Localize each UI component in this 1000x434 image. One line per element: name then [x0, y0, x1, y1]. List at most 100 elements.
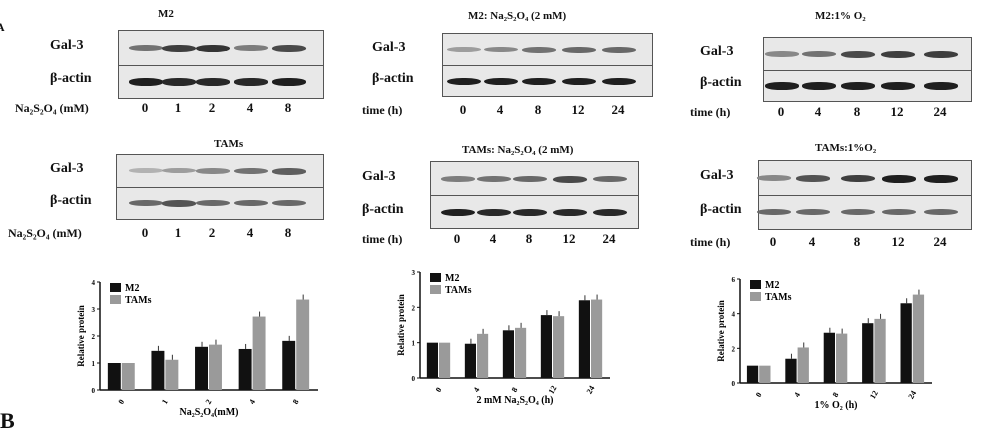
actin-band — [441, 208, 475, 217]
y-tick-label: 2 — [92, 333, 96, 341]
gal3-label: Gal-3 — [700, 168, 734, 183]
lane-axis-label: time (h) — [690, 105, 731, 119]
actin-band — [484, 77, 518, 86]
western-blot — [763, 37, 972, 102]
bar-m2 — [862, 323, 874, 383]
x-tick-label: 0 — [434, 386, 444, 394]
bar-tams — [759, 365, 771, 383]
bar-m2 — [426, 342, 438, 378]
panel-letter-a: A — [0, 20, 5, 34]
actin-band — [765, 82, 799, 91]
gal3-band — [447, 46, 481, 52]
lane-number: 0 — [453, 231, 461, 246]
y-tick-label: 0 — [412, 375, 416, 383]
lane-number: 8 — [534, 102, 542, 117]
lane-number: 8 — [284, 100, 292, 115]
blot-title: M2: Na₂S₂O₄ (2 mM) — [468, 10, 567, 22]
y-axis-label: Relative protein — [76, 305, 86, 367]
lane-number: 0 — [141, 225, 149, 240]
actin-band — [522, 77, 556, 86]
y-tick-label: 4 — [732, 311, 736, 319]
lane-axis-label: Na₂S₂O₄ (mM) — [8, 226, 82, 240]
gal3-band — [162, 168, 196, 174]
bar-m2 — [900, 303, 912, 383]
x-tick-label: 24 — [906, 389, 918, 400]
legend-swatch — [750, 280, 761, 289]
actin-band — [882, 209, 916, 216]
x-tick-label: 0 — [754, 391, 764, 399]
blot-title: TAMs:1%O₂ — [815, 142, 877, 154]
lane-number: 4 — [246, 100, 254, 115]
actin-band — [924, 82, 958, 91]
actin-band — [196, 200, 230, 207]
actin-band — [272, 78, 306, 87]
actin-band — [593, 208, 627, 217]
lane-number: 0 — [777, 104, 785, 119]
gal3-band — [802, 50, 836, 57]
bar-tams — [515, 327, 527, 378]
bar-m2 — [282, 340, 296, 390]
bar-tams — [296, 299, 310, 390]
gal3-band — [757, 175, 791, 181]
gal3-band — [162, 44, 196, 52]
bar-tams — [553, 316, 565, 378]
x-axis-label: Na₂S₂O₄(mM) — [180, 407, 239, 418]
actin-band — [602, 77, 636, 86]
x-tick-label: 8 — [291, 398, 301, 406]
lane-number: 8 — [284, 225, 292, 240]
lane-number: 4 — [246, 225, 254, 240]
bar-m2 — [823, 332, 835, 383]
y-tick-label: 1 — [92, 360, 96, 368]
lane-number: 12 — [562, 231, 576, 246]
bar-m2 — [464, 343, 476, 378]
lane-number: 0 — [769, 234, 777, 249]
gal3-band — [484, 46, 518, 53]
x-axis-label: 2 mM Na₂S₂O₄ (h) — [476, 395, 553, 406]
gal3-band — [602, 46, 636, 53]
gal3-band — [196, 168, 230, 174]
bar-tams — [439, 342, 451, 378]
actin-band — [562, 77, 596, 86]
actin-band — [234, 78, 268, 86]
gal3-band — [882, 175, 916, 183]
lane-number: 24 — [611, 102, 625, 117]
y-tick-label: 1 — [412, 340, 416, 348]
x-tick-label: 12 — [547, 384, 559, 395]
lane-number: 8 — [853, 104, 861, 119]
actin-band — [553, 208, 587, 217]
actin-band — [841, 209, 875, 216]
gal3-band — [796, 175, 830, 182]
bar-tams — [121, 363, 135, 390]
y-tick-label: 3 — [412, 269, 416, 277]
legend-label: TAMs — [765, 292, 792, 303]
gal3-label: Gal-3 — [50, 37, 84, 53]
lane-number: 12 — [571, 102, 585, 117]
western-blot — [430, 161, 639, 229]
lane-axis-label: time (h) — [362, 103, 403, 117]
actin-band — [447, 77, 481, 86]
bar-m2 — [238, 348, 252, 390]
actin-band — [272, 200, 306, 207]
actin-band — [796, 209, 830, 216]
actin-band — [129, 78, 163, 87]
gal3-label: Gal-3 — [372, 39, 406, 55]
gal3-band — [522, 46, 556, 53]
panel-letter-b: B — [0, 408, 15, 433]
gal3-band — [553, 175, 587, 183]
bar-m2 — [540, 315, 552, 378]
blot-title: M2 — [158, 8, 174, 20]
lane-number: 1 — [174, 225, 182, 240]
lane-number: 0 — [141, 100, 149, 115]
legend-swatch — [110, 283, 121, 292]
gal3-label: Gal-3 — [362, 168, 396, 184]
gal3-band — [765, 50, 799, 57]
actin-band — [881, 82, 915, 91]
lane-number: 4 — [808, 234, 816, 249]
blot-divider — [119, 64, 323, 66]
bar-m2 — [578, 300, 590, 378]
lane-number: 24 — [933, 104, 947, 119]
beta-actin-label: β-actin — [700, 75, 742, 91]
beta-actin-label: β-actin — [50, 193, 92, 208]
